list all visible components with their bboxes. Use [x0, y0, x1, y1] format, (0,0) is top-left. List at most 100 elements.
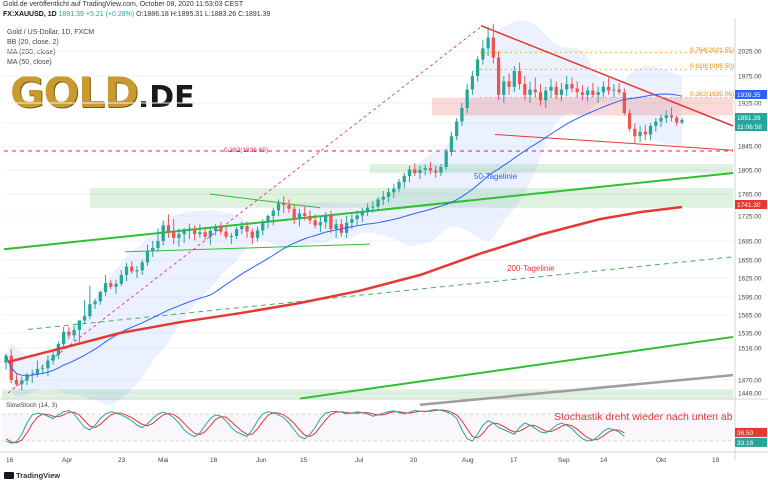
- candle-body-86: [455, 121, 459, 137]
- candle-body-70: [371, 206, 375, 208]
- candle-body-54: [287, 205, 291, 209]
- candle-body-106: [559, 89, 564, 95]
- resistance-zone: [432, 97, 733, 116]
- candle-body-104: [549, 86, 553, 91]
- candle-body-2: [14, 380, 19, 385]
- candle-body-33: [177, 234, 181, 238]
- candle-body-49: [261, 222, 265, 231]
- gray-line: [419, 373, 734, 407]
- candle-body-42: [224, 231, 228, 237]
- candle-body-35: [187, 228, 192, 230]
- candle-body-113: [596, 92, 600, 95]
- candle-body-94: [496, 57, 501, 95]
- candle-body-12: [67, 331, 71, 336]
- stoch-k-line: [5, 408, 625, 444]
- price-badge-bg-0: [735, 90, 767, 99]
- candle-body-40: [213, 227, 218, 231]
- candle-body-67: [355, 215, 359, 220]
- channel-green: [209, 193, 321, 209]
- grid: [0, 18, 768, 460]
- candle-body-52: [276, 203, 281, 211]
- candle-body-78: [413, 169, 417, 173]
- ma200-label: 200-Tagelinie: [507, 264, 555, 273]
- candle-body-89: [470, 76, 475, 90]
- candle-body-7: [41, 368, 45, 370]
- candle-body-31: [166, 225, 171, 232]
- y-tick-1: 1975.00: [738, 74, 762, 81]
- stochastic-panel: SlowStoch (14, 3) Stochastik dreht wieder…: [2, 402, 767, 447]
- candle-body-45: [240, 226, 244, 230]
- candle-body-28: [151, 247, 155, 252]
- candle-body-116: [612, 89, 616, 91]
- candle-body-87: [460, 108, 464, 122]
- candle-body-4: [25, 375, 29, 381]
- candle-body-93: [491, 37, 495, 58]
- candle-body-79: [418, 170, 422, 173]
- stoch-d-badge-bg: [735, 427, 767, 437]
- last-price: 1891.39: [58, 11, 84, 18]
- candle-body-16: [88, 304, 92, 317]
- candle-body-114: [601, 86, 606, 93]
- candle-body-9: [51, 354, 55, 361]
- y-tick-4: 1845.00: [738, 144, 762, 151]
- ma200-line: [7, 205, 683, 364]
- stoch-k-badge-bg: [735, 437, 767, 447]
- y-tick-5: 1805.00: [738, 168, 762, 175]
- y-tick-12: 1565.00: [738, 313, 762, 320]
- candle-body-11: [62, 331, 66, 345]
- red-trend-lower: [494, 134, 734, 151]
- candle-body-101: [533, 89, 537, 93]
- publish-info: Gold.de veröffentlicht auf TradingView.c…: [3, 1, 244, 8]
- candle-body-99: [523, 84, 527, 95]
- candle-body-8: [46, 360, 50, 369]
- candle-body-48: [255, 230, 260, 238]
- y-tick-6: 1765.00: [738, 192, 762, 199]
- red-trend-down: [480, 24, 734, 127]
- candle-body-75: [397, 182, 401, 189]
- candle-body-73: [386, 192, 391, 197]
- candle-body-122: [643, 131, 647, 135]
- candle-body-129: [680, 120, 684, 123]
- channel-green-low: [124, 243, 371, 253]
- candle-body-63: [334, 224, 338, 230]
- x-tick-0: 16: [6, 457, 14, 464]
- price-badge-1: 1891.39: [737, 115, 761, 122]
- ma50-label: 50-Tagelinie: [474, 172, 518, 181]
- candle-body-88: [465, 89, 469, 108]
- diag-dashed: [7, 26, 482, 394]
- candle-body-112: [591, 90, 595, 95]
- x-tick-3: Mai: [158, 457, 168, 464]
- candle-body-83: [439, 167, 443, 173]
- logo-suffix: .DE: [137, 80, 195, 115]
- candle-body-107: [565, 84, 569, 90]
- candle-body-3: [20, 380, 24, 385]
- candle-body-60: [318, 222, 323, 226]
- price-badge-bg-1: [735, 113, 767, 122]
- candle-body-30: [161, 225, 165, 241]
- y-tick-7: 1725.00: [738, 214, 762, 221]
- tradingview-label: TradingView: [16, 471, 61, 480]
- x-tick-12: 14: [600, 457, 608, 464]
- candle-body-32: [172, 231, 176, 238]
- moving-averages: [5, 93, 683, 376]
- candle-body-124: [654, 121, 658, 126]
- candle-body-121: [638, 131, 642, 137]
- tradingview-icon: [4, 472, 14, 479]
- candle-body-109: [575, 88, 579, 93]
- candle-body-18: [98, 291, 102, 302]
- price-axis: 2025.001975.001925.001885.001845.001805.…: [735, 49, 767, 398]
- tradingview-brand: TradingView: [4, 471, 60, 480]
- candle-body-59: [313, 220, 317, 226]
- symbol-line: FX:XAUUSD, 1D 1891.39 +5.21 (+0.28%) O:1…: [3, 11, 270, 18]
- zone-1449: [2, 389, 733, 399]
- uptrend-line-lower: [299, 335, 734, 400]
- candle-body-27: [145, 251, 150, 263]
- stoch-d-line: [5, 409, 625, 444]
- y-tick-0: 2025.00: [738, 49, 762, 56]
- candle-body-72: [381, 196, 385, 200]
- candle-body-66: [350, 219, 354, 223]
- x-tick-4: 18: [210, 457, 218, 464]
- candle-body-108: [570, 84, 574, 89]
- time-axis: 16 Apr 23 Mai 18 Jun 15 Jul 20 Aug 17 Sep 14 Okt 19: [0, 451, 768, 464]
